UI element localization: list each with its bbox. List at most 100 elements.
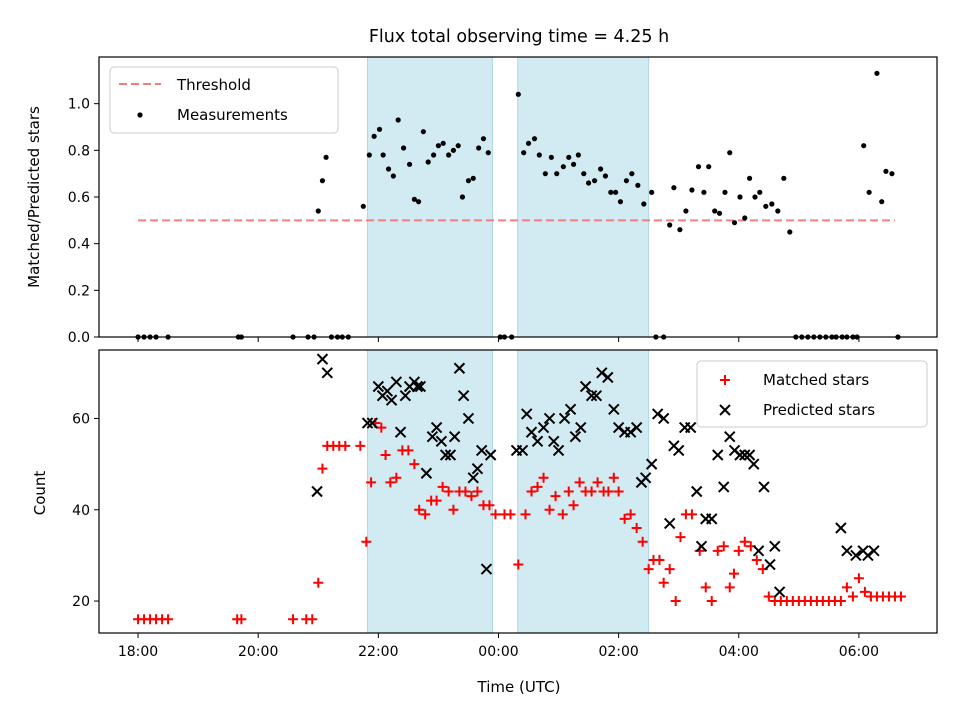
measurement-point (411, 196, 417, 202)
matched-star-marker (532, 481, 543, 492)
predicted-star-marker (612, 421, 625, 434)
ratio-axes: 0.0 0.2 0.4 0.6 0.8 1.0 (68, 97, 860, 346)
matched-star-marker (763, 591, 774, 602)
predicted-star-marker (372, 380, 385, 393)
predicted-star-marker (868, 545, 880, 557)
predicted-star-marker (426, 431, 439, 443)
matched-star-marker (654, 554, 665, 565)
matched-star-marker (658, 577, 669, 588)
matched-legend-swatch (720, 375, 730, 385)
predicted-star-marker (645, 458, 658, 470)
measurement-point (649, 189, 655, 195)
measurement-point (515, 91, 521, 97)
count-x-tick-label: 04:00 (719, 644, 759, 660)
predicted-star-marker (718, 481, 730, 493)
matched-star-marker (643, 564, 654, 575)
measurement-point (727, 150, 733, 156)
measurement-point (376, 126, 383, 132)
matched-star-marker (443, 486, 454, 497)
predicted-star-marker (361, 417, 374, 429)
measurement-point (485, 150, 491, 156)
ratio-legend: Threshold Measurements (109, 66, 339, 134)
matched-star-marker (728, 568, 739, 579)
predicted-star-marker (862, 549, 874, 562)
matched-star-marker (686, 509, 697, 520)
matched-star-marker (538, 472, 549, 483)
matched-star-marker (574, 477, 585, 488)
measurement-point (775, 208, 781, 214)
measurement-point (677, 227, 683, 233)
matched-star-marker (431, 495, 442, 506)
measurement-point (716, 210, 723, 216)
measurement-point (570, 161, 577, 167)
measurement-point (635, 182, 641, 188)
matched-star-marker (520, 509, 531, 520)
matched-star-marker (670, 596, 681, 607)
measurement-point (737, 194, 743, 200)
measurement-point (742, 215, 748, 221)
measurement-point (706, 164, 712, 170)
matched-star-marker (603, 486, 614, 497)
measurement-point (554, 171, 560, 177)
predicted-star-marker (569, 431, 582, 443)
measurement-point (455, 143, 461, 149)
ratio-y-axis-label: Matched/Predicted stars (25, 106, 43, 288)
predicted-star-marker (414, 380, 427, 393)
measurement-point (722, 189, 728, 195)
matched-star-marker (513, 559, 524, 570)
measurement-point (459, 194, 466, 200)
matched-star-marker (613, 486, 624, 497)
predicted-star-marker (691, 485, 703, 498)
measurement-point (629, 171, 635, 177)
measurement-point (617, 199, 624, 205)
ratio-frame (98, 56, 938, 338)
matched-star-marker (317, 463, 328, 474)
matched-star-marker (484, 500, 495, 511)
matched-star-marker (448, 504, 459, 515)
measurement-point (746, 175, 753, 181)
matched-star-marker (724, 582, 735, 593)
matched-star-marker (409, 459, 420, 470)
measurement-point (536, 152, 542, 158)
measurement-point (608, 189, 614, 195)
measurement-point (542, 171, 548, 177)
measurement-point (366, 152, 372, 158)
predicted-star-marker (531, 435, 544, 447)
predicted-star-marker (321, 367, 333, 379)
observing-window-0 (367, 56, 493, 338)
measurement-point (360, 203, 366, 209)
predicted-star-marker (420, 467, 433, 479)
predicted-star-marker (471, 462, 484, 475)
ratio-panel: 0.0 0.2 0.4 0.6 0.8 1.0 Matched/Predicted sta… (25, 56, 938, 346)
measurement-point (641, 201, 647, 207)
matched-star-marker (895, 591, 906, 602)
predicted-star-marker (724, 431, 736, 443)
predicted-star-marker (484, 449, 497, 461)
measurement-point (689, 187, 695, 193)
predicted-star-marker (390, 376, 403, 388)
matched-star-marker (568, 500, 579, 511)
predicted-star-marker (734, 449, 746, 461)
matched-legend-label: Matched stars (763, 371, 869, 389)
matched-star-marker (472, 486, 483, 497)
predicted-star-marker (835, 522, 847, 534)
measurement-point (420, 129, 426, 135)
matched-star-marker (751, 554, 762, 565)
ratio-y-tick-label: 0.2 (68, 283, 90, 299)
matched-star-marker (544, 504, 555, 515)
predicted-star-marker (475, 444, 488, 457)
count-x-tick-label: 20:00 (238, 644, 278, 660)
measurement-point (465, 178, 472, 184)
predicted-star-marker (850, 549, 862, 562)
matched-star-marker (307, 614, 318, 625)
matched-star-marker (637, 536, 648, 547)
measurement-point (781, 175, 787, 181)
measurement-point (315, 208, 321, 214)
predicted-star-marker (399, 389, 412, 402)
matched-star-marker (380, 449, 391, 460)
matched-star-marker (414, 504, 425, 515)
predicted-star-marker (316, 353, 329, 365)
predicted-star-marker (311, 485, 323, 498)
measurements-legend-swatch (137, 112, 143, 118)
predicted-star-marker (411, 380, 424, 393)
